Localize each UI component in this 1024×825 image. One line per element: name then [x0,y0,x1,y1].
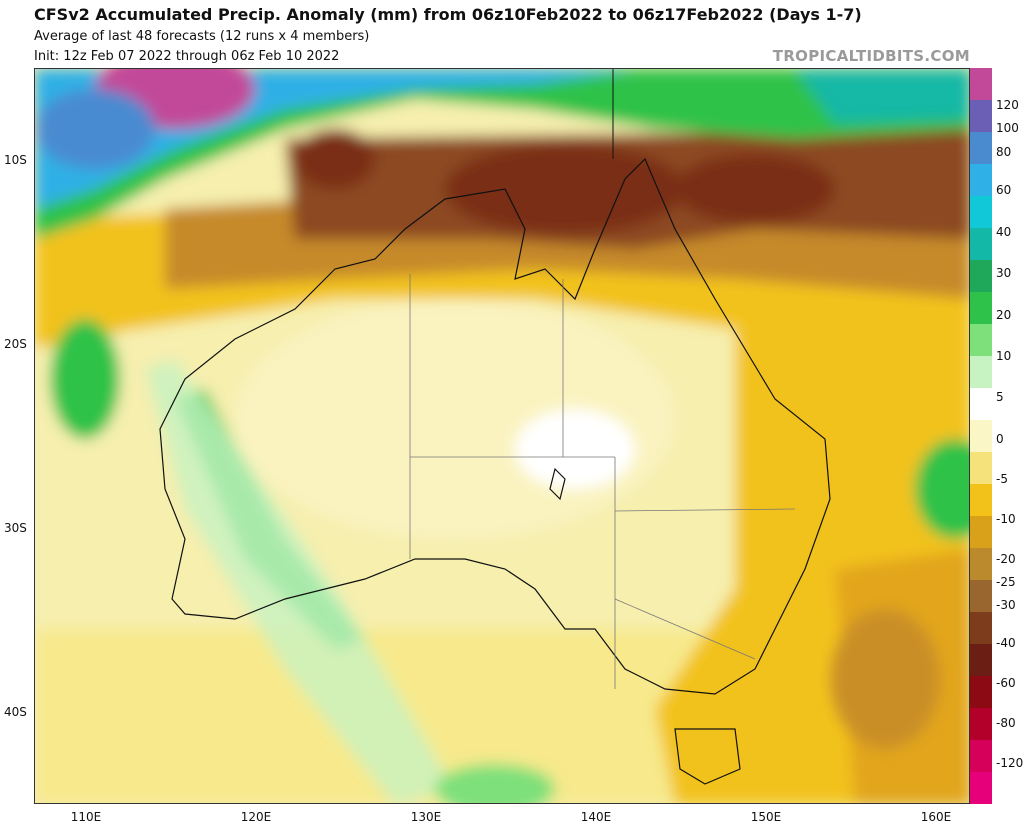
colorbar-swatch [970,292,992,325]
colorbar-label: -40 [996,636,1016,650]
lat-label-20s: 20S [4,337,27,351]
colorbar-label: -120 [996,756,1024,770]
colorbar-swatch [970,388,992,421]
colorbar-swatch [970,356,992,389]
lat-label-10s: 10S [4,153,27,167]
colorbar-swatch [970,324,992,357]
colorbar-label: 120 [996,98,1019,112]
colorbar-swatch [970,196,992,229]
lat-label-40s: 40S [4,705,27,719]
colorbar-swatch [970,548,992,581]
colorbar-label: 60 [996,183,1012,197]
colorbar-label: 80 [996,145,1012,159]
colorbar-swatch [970,100,992,133]
colorbar-swatch [970,452,992,485]
init-time-label: Init: 12z Feb 07 2022 through 06z Feb 10… [34,49,340,64]
colorbar-swatch [970,516,992,549]
colorbar-label: 30 [996,266,1012,280]
lon-label-150e: 150E [750,810,782,824]
lon-label-120e: 120E [240,810,272,824]
colorbar-label: -80 [996,716,1016,730]
colorbar-swatch [970,580,992,613]
colorbar-swatch [970,164,992,197]
colorbar-label: 5 [996,390,1004,404]
colorbar-swatch [970,420,992,453]
colorbar-label: 10 [996,349,1012,363]
colorbar-swatch [970,68,992,101]
precip-anomaly-map[interactable] [34,68,970,804]
colorbar-label: -30 [996,598,1016,612]
map-header: CFSv2 Accumulated Precip. Anomaly (mm) f… [0,0,1024,68]
colorbar-swatch [970,228,992,261]
colorbar-label: 20 [996,308,1012,322]
colorbar-label: 100 [996,121,1019,135]
lon-label-140e: 140E [580,810,612,824]
state-borders [409,274,796,689]
colorbar-swatch [970,260,992,293]
map-title: CFSv2 Accumulated Precip. Anomaly (mm) f… [34,5,862,24]
map-subtitle: Average of last 48 forecasts (12 runs x … [34,29,370,44]
colorbar-label: 0 [996,432,1004,446]
colorbar-swatch [970,132,992,165]
brand-watermark[interactable]: TROPICALTIDBITS.COM [772,47,970,65]
colorbar-label: -60 [996,676,1016,690]
colorbar-label: 40 [996,225,1012,239]
colorbar-label: -5 [996,472,1008,486]
colorbar-swatch [970,740,992,773]
lon-label-160e: 160E [920,810,952,824]
colorbar-swatch [970,644,992,677]
anomaly-field [35,69,969,803]
lon-label-130e: 130E [410,810,442,824]
colorbar-swatch [970,772,992,804]
map-canvas [35,69,969,803]
lat-label-30s: 30S [4,521,27,535]
coastline [159,157,831,785]
colorbar-label: -20 [996,552,1016,566]
colorbar-swatch [970,612,992,645]
colorbar [970,68,992,804]
colorbar-swatch [970,484,992,517]
colorbar-swatch [970,708,992,741]
colorbar-label: -25 [996,575,1016,589]
lon-label-110e: 110E [70,810,102,824]
colorbar-swatch [970,676,992,709]
colorbar-label: -10 [996,512,1016,526]
